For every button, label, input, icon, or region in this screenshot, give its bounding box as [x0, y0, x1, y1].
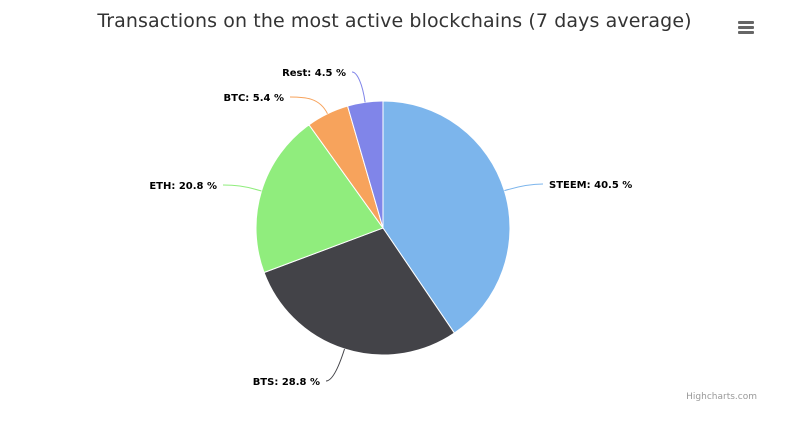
pie-connectors: [222, 71, 544, 382]
credits-link[interactable]: Highcharts.com: [686, 392, 757, 402]
data-label-rest: Rest: 4.5 %: [282, 68, 346, 79]
connector-rest: [351, 71, 366, 103]
menu-bar: [738, 31, 754, 34]
pie-labels: STEEM: 40.5 % BTS: 28.8 % ETH: 20.8 % BTC: …: [149, 68, 632, 388]
connector-btc: [289, 96, 328, 114]
menu-bar: [738, 26, 754, 29]
data-label-bts: BTS: 28.8 %: [253, 377, 320, 388]
data-label-steem: STEEM: 40.5 %: [549, 180, 632, 191]
pie-slices: [255, 100, 511, 356]
connector-eth: [222, 184, 262, 192]
data-label-btc: BTC: 5.4 %: [224, 93, 284, 104]
menu-bar: [738, 21, 754, 24]
pie-slice-steem[interactable]: [382, 100, 511, 334]
hamburger-menu-icon[interactable]: [733, 16, 757, 40]
connector-bts: [325, 348, 345, 382]
connector-steem: [504, 183, 544, 192]
pie-slice-bts[interactable]: [263, 227, 455, 356]
chart-title: Transactions on the most active blockcha…: [97, 10, 692, 32]
data-label-eth: ETH: 20.8 %: [149, 181, 217, 192]
